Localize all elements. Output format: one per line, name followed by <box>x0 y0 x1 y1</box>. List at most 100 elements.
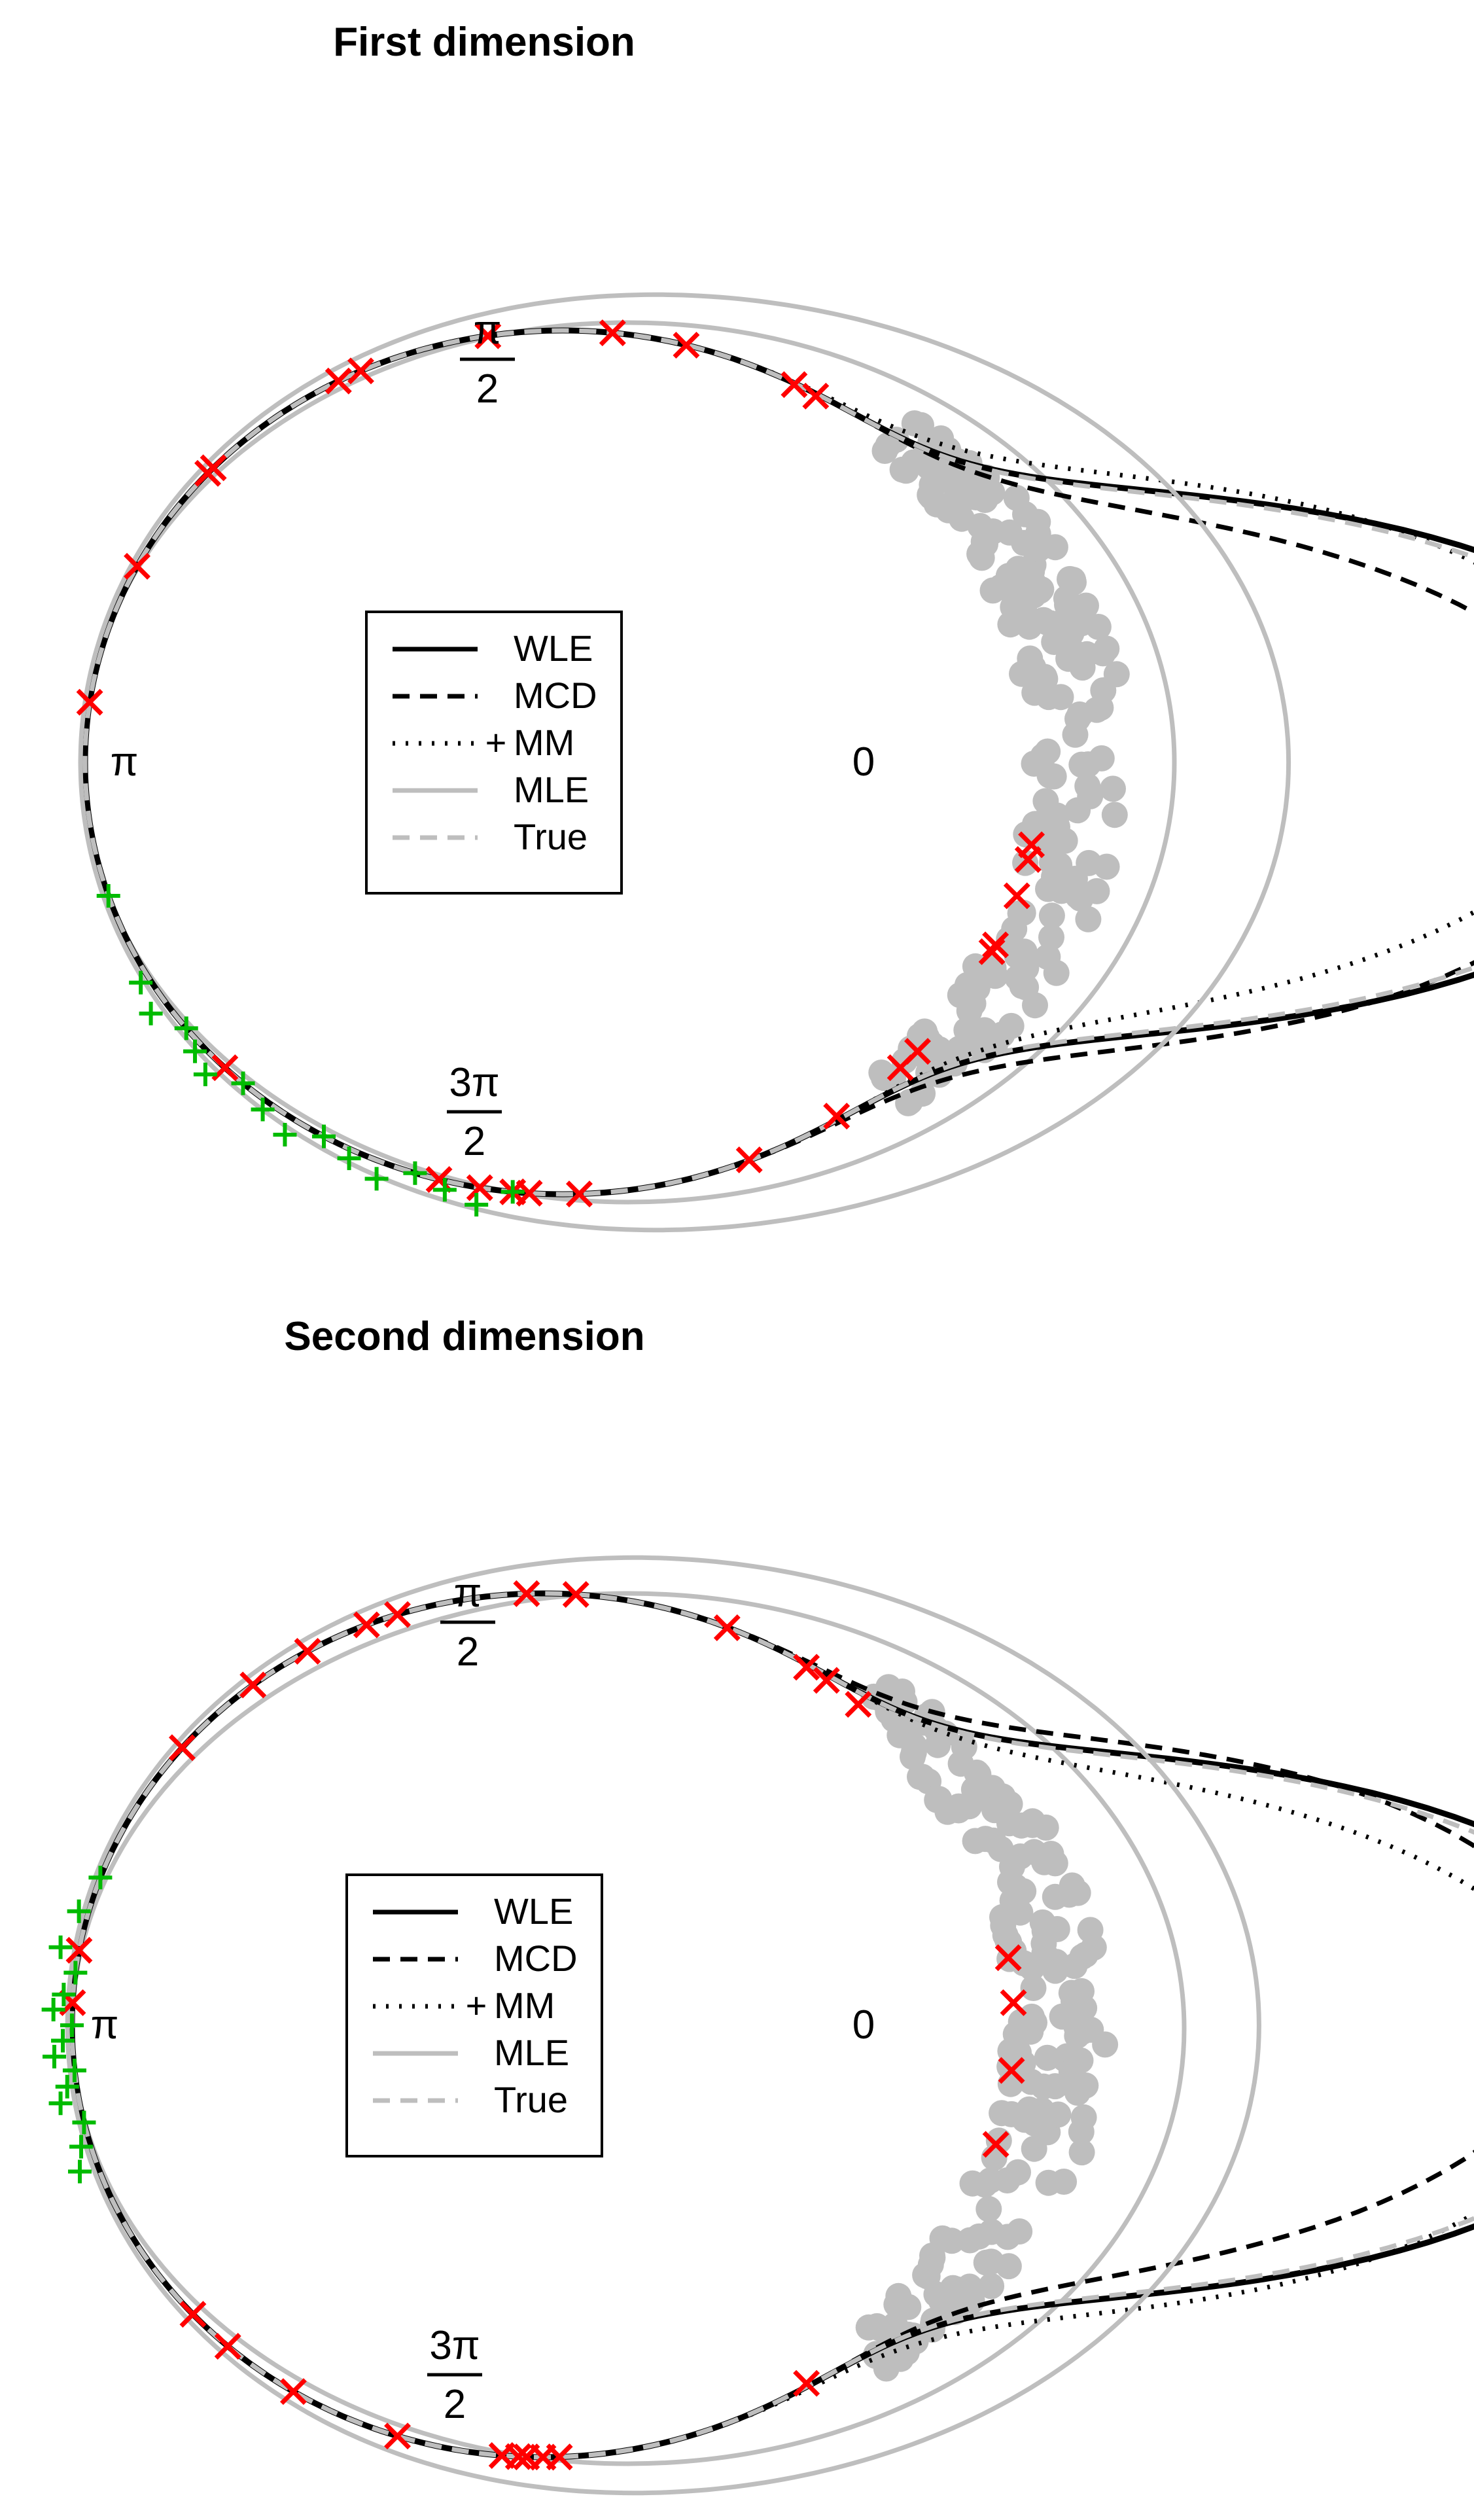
outlier-plus-marker <box>312 1124 336 1148</box>
data-point <box>924 1731 951 1758</box>
angle-label-denominator: 2 <box>444 2382 466 2427</box>
data-point <box>982 1029 1009 1056</box>
data-points <box>868 410 1130 1116</box>
data-point <box>956 2227 983 2254</box>
legend-label: True <box>494 2079 568 2120</box>
outlier-x-marker <box>823 1103 851 1130</box>
outlier-x-marker <box>673 332 700 359</box>
data-point <box>989 1904 1015 1930</box>
data-point <box>1093 853 1120 880</box>
data-point <box>946 1035 973 1062</box>
series-line-mm <box>69 1591 1474 2460</box>
chart-title: First dimension <box>333 20 635 65</box>
outlier-x-marker <box>179 2301 207 2328</box>
outlier-plus-marker <box>60 2014 84 2037</box>
data-point <box>1074 773 1101 800</box>
data-point <box>871 438 898 464</box>
outlier-plus-marker <box>41 1998 65 2022</box>
angle-label: π <box>91 2002 119 2048</box>
legend-label: MLE <box>514 769 589 810</box>
data-point <box>1003 2059 1030 2085</box>
outlier-plus-marker <box>63 1961 88 1985</box>
data-point <box>1027 578 1053 604</box>
outlier-x-marker <box>1003 882 1030 910</box>
outlier-plus-marker <box>251 1097 275 1122</box>
data-point <box>1060 567 1087 594</box>
outlier-x-marker <box>813 1667 840 1694</box>
outlier-x-marker <box>239 1671 267 1699</box>
outlier-x-marker <box>904 1038 931 1065</box>
outlier-x-marker <box>845 1691 872 1718</box>
outliers-plus <box>96 883 525 1216</box>
outlier-x-marker <box>513 1580 540 1607</box>
data-point <box>900 1743 926 1770</box>
data-point <box>1072 1942 1099 1968</box>
data-point <box>1003 484 1030 511</box>
data-point <box>945 1797 972 1824</box>
data-point <box>1021 2135 1047 2162</box>
panel-second-dimension: Second dimension 0 π 2 π 3π 2 WLE MCD+ MM MLE True <box>41 1314 1474 2496</box>
outlier-plus-marker <box>67 2159 92 2184</box>
legend-label: WLE <box>514 628 593 669</box>
outliers-x <box>59 1580 1027 2471</box>
outlier-x-marker <box>279 2378 307 2405</box>
data-point <box>1075 906 1102 932</box>
data-point <box>1068 2139 1095 2166</box>
data-point <box>1040 763 1067 790</box>
data-point <box>996 1810 1023 1837</box>
data-point <box>1032 788 1059 815</box>
data-point <box>1025 508 1051 535</box>
outlier-x-marker <box>353 1611 380 1639</box>
outlier-plus-marker <box>43 2044 67 2068</box>
reference-circle <box>79 320 1177 1205</box>
data-point <box>1044 1916 1070 1942</box>
data-point <box>1058 1979 1085 2006</box>
series-line-mcd <box>69 1591 1474 2460</box>
outlier-x-marker <box>562 1581 589 1608</box>
data-point <box>1090 677 1117 703</box>
data-point <box>994 2167 1021 2193</box>
outlier-plus-marker <box>174 1016 198 1040</box>
data-point <box>1013 955 1040 982</box>
series-line-wle <box>82 327 1474 1198</box>
outlier-plus-marker <box>403 1161 427 1185</box>
data-point <box>1038 902 1065 929</box>
outlier-x-marker <box>994 1944 1022 1972</box>
angle-label-denominator: 2 <box>476 366 499 412</box>
data-point <box>1064 2023 1091 2049</box>
outlier-plus-marker <box>193 1062 217 1086</box>
data-point <box>951 1733 977 1760</box>
data-point <box>979 518 1006 545</box>
data-point <box>1041 863 1067 890</box>
data-point <box>1030 2073 1057 2100</box>
data-point <box>1011 529 1038 556</box>
data-point <box>1045 2101 1072 2128</box>
data-point <box>1058 2059 1085 2085</box>
data-point <box>998 1012 1025 1039</box>
outlier-x-marker <box>504 2443 532 2470</box>
data-point <box>1064 883 1091 910</box>
data-point <box>949 505 975 532</box>
data-point <box>919 1031 945 1058</box>
outliers-x <box>76 319 1045 1208</box>
data-point <box>870 1065 897 1091</box>
series-line-mm <box>82 328 1474 1197</box>
outlier-plus-marker <box>48 1935 73 1959</box>
legend-label: WLE <box>494 1890 573 1932</box>
outlier-x-marker <box>982 2131 1009 2158</box>
outlier-plus-marker <box>129 970 153 995</box>
angle-label: 0 <box>852 2002 875 2048</box>
panel-first-dimension: First dimension 0 π 2 π 3π 2 WLE MCD+ MM MLE True <box>76 20 1474 1233</box>
legend-label: MM <box>494 1985 555 2026</box>
legend-box <box>345 1873 603 2157</box>
data-point <box>1092 2031 1119 2058</box>
outlier-plus-marker <box>67 1899 91 1923</box>
data-point <box>1038 924 1064 951</box>
legend-label: MM <box>514 722 574 763</box>
data-point <box>1008 2008 1034 2035</box>
series-line-mcd <box>82 328 1474 1197</box>
data-point <box>1058 620 1085 647</box>
outlier-x-marker <box>998 2057 1025 2084</box>
data-point <box>1069 654 1096 681</box>
